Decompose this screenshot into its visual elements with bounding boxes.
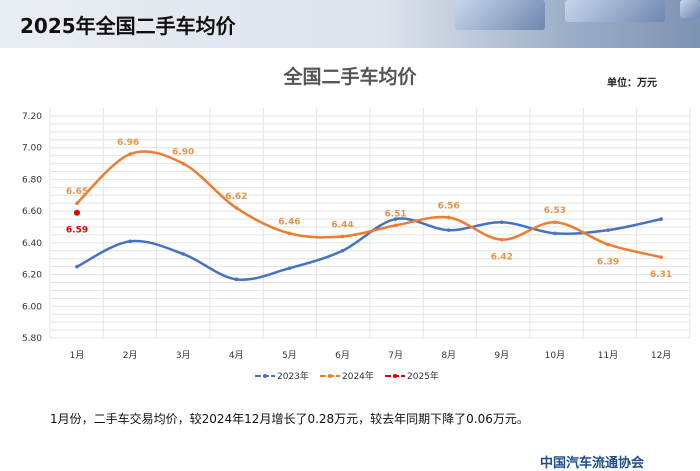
y-tick-label: 6.20 (22, 271, 42, 281)
x-tick-label: 6月 (335, 350, 350, 361)
data-point (500, 237, 504, 242)
decorative-box (455, 0, 545, 30)
data-point (287, 266, 292, 271)
data-point (553, 220, 557, 225)
data-point (128, 239, 132, 244)
y-tick-label: 7.00 (22, 144, 42, 154)
data-label: 6.39 (597, 257, 619, 267)
y-tick-label: 5.80 (22, 334, 42, 344)
data-point (340, 248, 345, 253)
line-chart: 5.80 6.00 6.20 6.40 6.60 6.80 7.00 7.20 1月 2月 3月 4月… (22, 108, 691, 382)
data-point (446, 228, 451, 232)
legend-marker (263, 374, 267, 378)
data-point (393, 223, 398, 228)
page-title: 2025年全国二手车均价 (20, 14, 236, 38)
data-point (181, 252, 185, 256)
y-tick-label: 6.00 (22, 302, 42, 312)
data-point (606, 242, 610, 247)
data-point (659, 255, 663, 259)
data-label: 6.56 (438, 201, 460, 211)
data-point (393, 217, 398, 221)
legend-label: 2023年 (277, 370, 309, 382)
data-label: 6.65 (66, 187, 88, 197)
x-tick-label: 2月 (123, 350, 138, 361)
x-tick-label: 7月 (388, 350, 403, 361)
series-line-2024年 (76, 150, 662, 259)
header-banner: 2025年全国二手车均价 (0, 0, 700, 48)
data-label: 6.90 (172, 148, 194, 158)
y-tick-label: 7.20 (22, 112, 42, 122)
x-tick-label: 4月 (229, 350, 244, 361)
y-tick-label: 6.60 (22, 207, 42, 217)
data-point (181, 161, 185, 166)
decorative-box (565, 0, 665, 22)
data-point (553, 231, 557, 236)
x-tick-label: 9月 (494, 350, 509, 361)
data-label: 6.46 (278, 217, 300, 227)
data-label: 6.59 (66, 226, 88, 236)
chart-title: 全国二手车均价 (283, 66, 417, 88)
x-tick-label: 1月 (70, 350, 85, 361)
x-tick-label: 11月 (598, 350, 618, 361)
x-tick-label: 8月 (441, 350, 456, 361)
legend-marker (328, 374, 332, 378)
data-point (75, 264, 79, 269)
logo: 中国汽车流通协会 (540, 456, 645, 471)
data-point (340, 234, 345, 239)
summary-note: 1月份，二手车交易均价，较2024年12月增长了0.28万元，较去年同期下降了0… (50, 412, 529, 426)
data-point (446, 215, 451, 220)
unit-label: 单位：万元 (607, 78, 657, 89)
data-point (75, 201, 79, 206)
data-point (287, 231, 292, 236)
y-tick-label: 6.40 (22, 239, 42, 249)
data-point (234, 277, 239, 282)
data-point (606, 228, 610, 232)
x-tick-label: 5月 (282, 350, 297, 361)
data-point (74, 209, 80, 216)
x-tick-label: 10月 (545, 350, 565, 361)
legend-label: 2024年 (342, 370, 374, 382)
data-label: 6.51 (384, 209, 406, 219)
data-label: 6.96 (117, 138, 139, 148)
data-label: 6.44 (331, 221, 353, 231)
legend-label: 2025年 (407, 370, 439, 382)
x-tick-label: 3月 (176, 350, 191, 361)
decorative-box (680, 0, 700, 18)
data-point (234, 206, 239, 210)
data-label: 6.42 (491, 253, 513, 263)
data-point (500, 220, 504, 225)
legend-marker (393, 374, 397, 378)
data-point (128, 152, 132, 156)
series-line-2023年 (76, 217, 662, 281)
y-tick-label: 6.80 (22, 175, 42, 185)
data-label: 6.31 (650, 270, 672, 280)
data-label: 6.53 (544, 206, 566, 216)
x-tick-label: 12月 (651, 350, 671, 361)
data-label: 6.62 (225, 192, 247, 202)
data-point (659, 217, 663, 221)
